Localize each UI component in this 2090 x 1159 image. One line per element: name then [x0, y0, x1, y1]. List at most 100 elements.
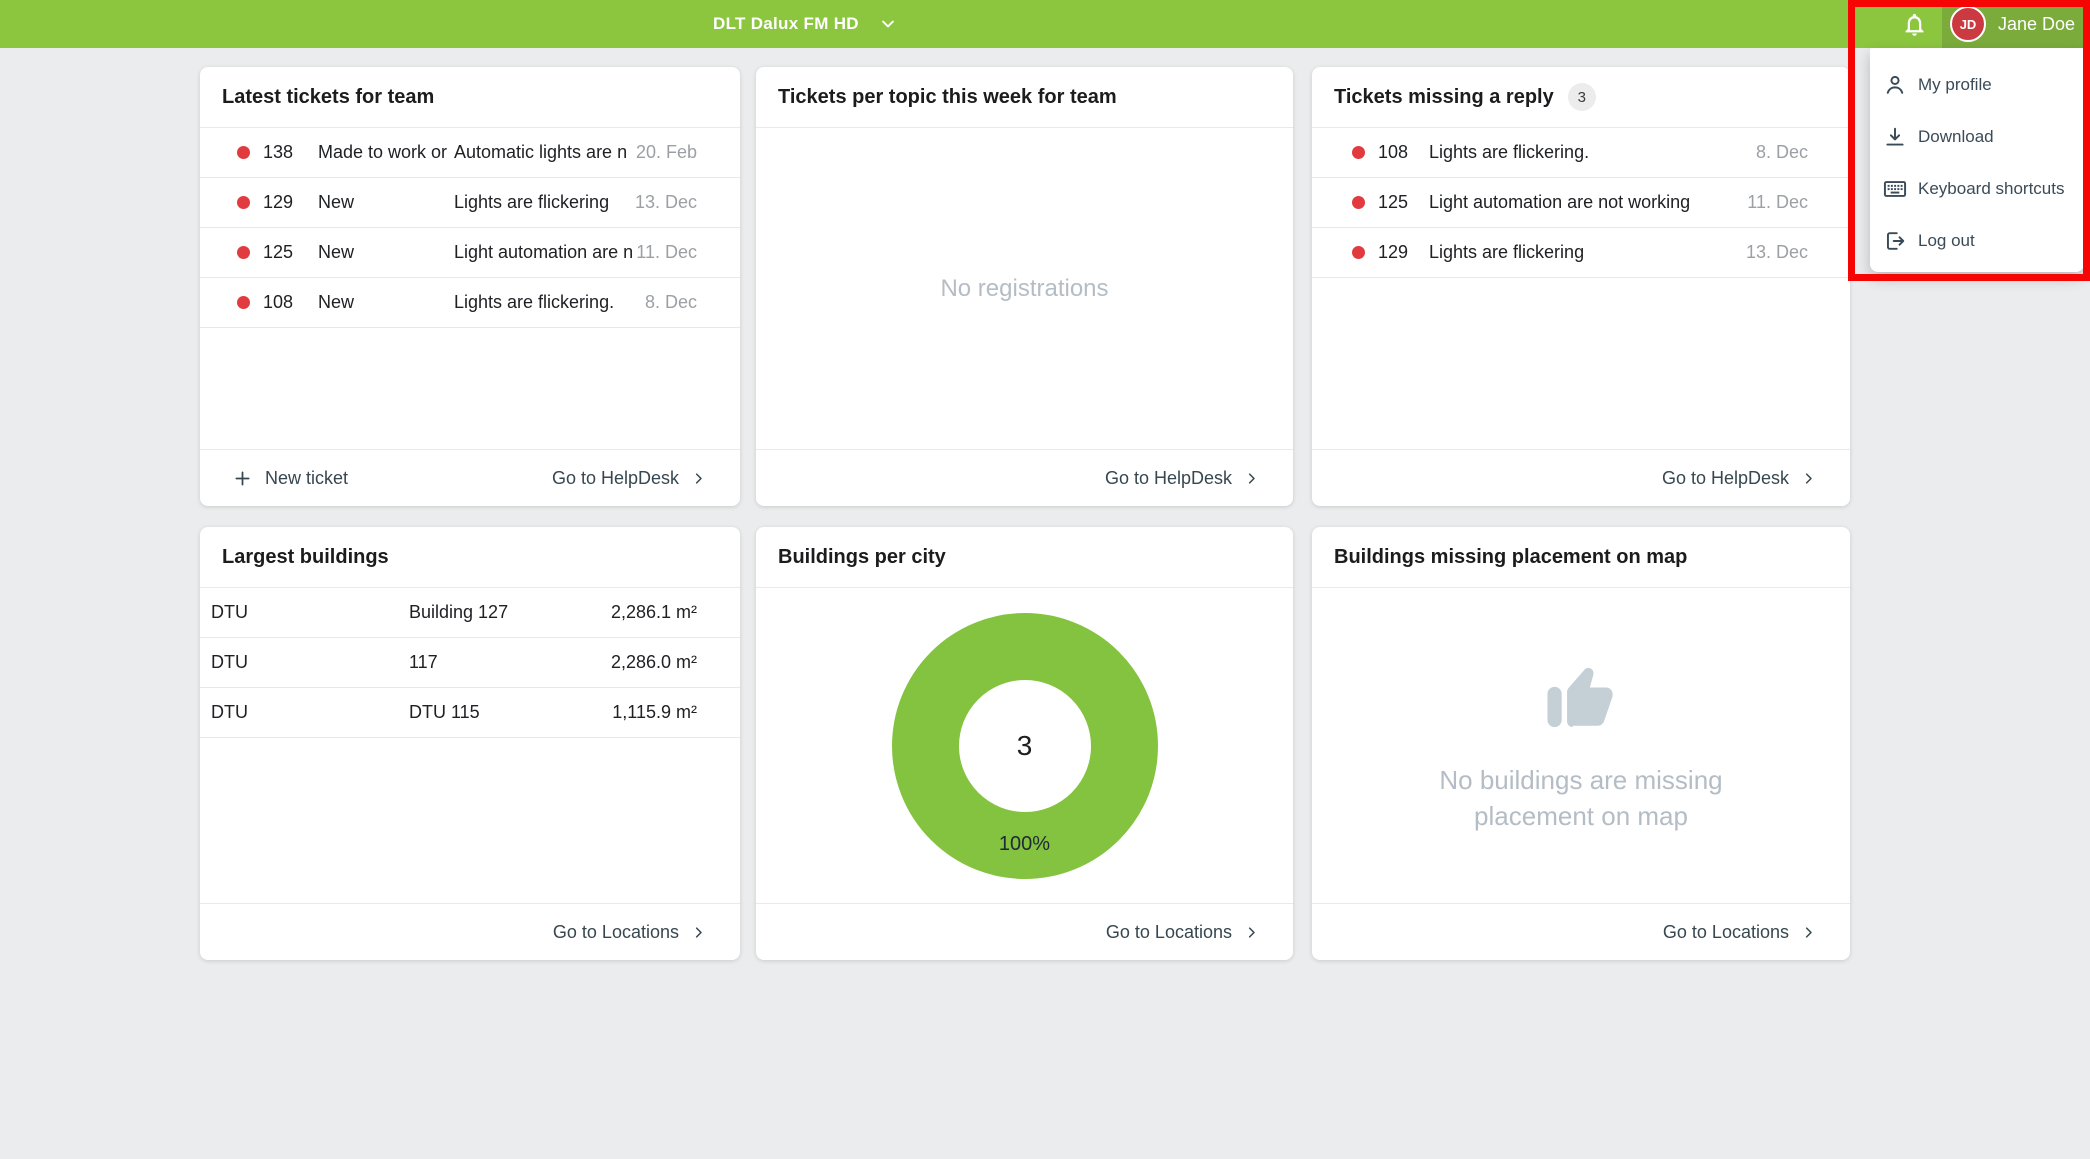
ticket-subject: Lights are flickering [1429, 242, 1585, 262]
ticket-status: New [318, 242, 355, 262]
donut-chart: 3 100% [891, 612, 1158, 879]
chevron-down-icon [879, 15, 897, 33]
notifications-button[interactable] [1886, 0, 1942, 48]
chevron-right-icon [1244, 471, 1259, 486]
go-to-helpdesk-link[interactable]: Go to HelpDesk [1662, 468, 1816, 489]
site-cell: DTU [211, 652, 248, 672]
project-title: DLT Dalux FM HD [713, 14, 859, 33]
topbar: DLT Dalux FM HD JD Jane Doe [0, 0, 2090, 48]
new-ticket-button[interactable]: New ticket [232, 468, 348, 489]
project-switcher[interactable]: DLT Dalux FM HD [713, 0, 897, 48]
card-title: Buildings per city [778, 545, 946, 568]
building-cell: Building 127 [409, 602, 509, 622]
user-dropdown-menu: My profile Download Keyboard shortcuts L… [1870, 48, 2084, 272]
card-title: Latest tickets for team [222, 85, 435, 108]
person-icon [1882, 72, 1908, 98]
menu-item-label: Log out [1918, 231, 1975, 250]
ticket-id: 125 [263, 242, 294, 262]
card-title: Tickets missing a reply [1334, 85, 1554, 108]
ticket-date: 11. Dec [1747, 192, 1808, 212]
card-latest-tickets: Latest tickets for team 138 Made to work… [200, 67, 740, 506]
donut-slice-label: 100% [998, 832, 1051, 855]
card-header: Largest buildings [200, 527, 740, 588]
ticket-id: 108 [1378, 142, 1409, 162]
ticket-date: 8. Dec [644, 292, 697, 312]
chevron-right-icon [691, 925, 706, 940]
logout-icon [1882, 228, 1908, 254]
card-buildings-missing-placement: Buildings missing placement on map No bu… [1312, 527, 1850, 960]
status-dot-icon [237, 296, 250, 309]
status-dot-icon [237, 196, 250, 209]
ticket-subject: Lights are flickering [454, 192, 610, 212]
status-dot-icon [1352, 196, 1365, 209]
status-dot-icon [1352, 146, 1365, 159]
card-header: Buildings missing placement on map [1312, 527, 1850, 588]
go-to-locations-link[interactable]: Go to Locations [553, 922, 706, 943]
go-to-helpdesk-link[interactable]: Go to HelpDesk [552, 468, 706, 489]
building-row[interactable]: DTU DTU 115 1,115.9 m² [200, 688, 740, 738]
building-row[interactable]: DTU 117 2,286.0 m² [200, 638, 740, 688]
go-to-locations-link[interactable]: Go to Locations [1106, 922, 1259, 943]
download-icon [1882, 124, 1908, 150]
bell-icon [1901, 11, 1928, 38]
ticket-row[interactable]: 129 New Lights are flickering 13. Dec [200, 178, 740, 228]
footer-link-label: Go to Locations [1105, 921, 1232, 942]
menu-item-keyboard-shortcuts[interactable]: Keyboard shortcuts [1870, 163, 2084, 215]
chevron-right-icon [1801, 471, 1816, 486]
chevron-right-icon [1244, 925, 1259, 940]
avatar: JD [1950, 6, 1986, 42]
missing-reply-count-badge: 3 [1567, 83, 1596, 111]
ticket-subject: Light automation are n [454, 242, 634, 262]
site-cell: DTU [211, 702, 248, 722]
ticket-subject: Lights are flickering. [454, 292, 615, 312]
footer-link-label: Go to Locations [1662, 921, 1789, 942]
ticket-row[interactable]: 108 New Lights are flickering. 8. Dec [200, 278, 740, 328]
ticket-row[interactable]: 125 Light automation are not working 11.… [1312, 178, 1850, 228]
ticket-row[interactable]: 125 New Light automation are n 11. Dec [200, 228, 740, 278]
plus-icon [232, 468, 253, 489]
ticket-date: 20. Feb [635, 142, 697, 162]
ticket-status: New [318, 292, 355, 312]
ticket-row[interactable]: 129 Lights are flickering 13. Dec [1312, 228, 1850, 278]
card-tickets-per-topic: Tickets per topic this week for team No … [756, 67, 1293, 506]
menu-item-download[interactable]: Download [1870, 111, 2084, 163]
ticket-id: 108 [263, 292, 294, 312]
thumbs-up-icon [1543, 658, 1619, 734]
ticket-id: 125 [1378, 192, 1409, 212]
ticket-id: 138 [263, 142, 294, 162]
status-dot-icon [237, 246, 250, 259]
card-tickets-missing-reply: Tickets missing a reply 3 108 Lights are… [1312, 67, 1850, 506]
card-buildings-per-city: Buildings per city 3 100% Go to Location… [756, 527, 1293, 960]
site-cell: DTU [211, 602, 248, 622]
donut-center-value: 3 [1016, 729, 1033, 761]
ticket-id: 129 [263, 192, 294, 212]
ticket-date: 8. Dec [1755, 142, 1808, 162]
go-to-helpdesk-link[interactable]: Go to HelpDesk [1105, 468, 1259, 489]
building-row[interactable]: DTU Building 127 2,286.1 m² [200, 588, 740, 638]
menu-item-label: Download [1918, 127, 1994, 146]
ticket-subject: Automatic lights are n [454, 142, 628, 162]
card-title: Tickets per topic this week for team [778, 85, 1117, 108]
ticket-date: 11. Dec [636, 242, 697, 262]
area-cell: 1,115.9 m² [612, 702, 697, 722]
card-title: Largest buildings [222, 545, 389, 568]
menu-item-log-out[interactable]: Log out [1870, 215, 2084, 267]
ticket-date: 13. Dec [1745, 242, 1808, 262]
card-header: Tickets missing a reply 3 [1312, 67, 1850, 128]
empty-state-text: No buildings are missing placement on ma… [1439, 764, 1723, 831]
footer-link-label: Go to Locations [552, 921, 679, 942]
ticket-row[interactable]: 138 Made to work or Automatic lights are… [200, 128, 740, 178]
ticket-row[interactable]: 108 Lights are flickering. 8. Dec [1312, 128, 1850, 178]
status-dot-icon [237, 146, 250, 159]
ticket-subject: Lights are flickering. [1429, 142, 1590, 162]
footer-link-label: Go to HelpDesk [551, 467, 679, 488]
status-dot-icon [1352, 246, 1365, 259]
area-cell: 2,286.0 m² [610, 652, 697, 672]
card-title: Buildings missing placement on map [1334, 545, 1688, 568]
user-menu-button[interactable]: JD Jane Doe [1942, 0, 2090, 48]
menu-item-my-profile[interactable]: My profile [1870, 59, 2084, 111]
menu-item-label: My profile [1918, 75, 1992, 94]
go-to-locations-link[interactable]: Go to Locations [1663, 922, 1816, 943]
card-largest-buildings: Largest buildings DTU Building 127 2,286… [200, 527, 740, 960]
chevron-right-icon [691, 471, 706, 486]
